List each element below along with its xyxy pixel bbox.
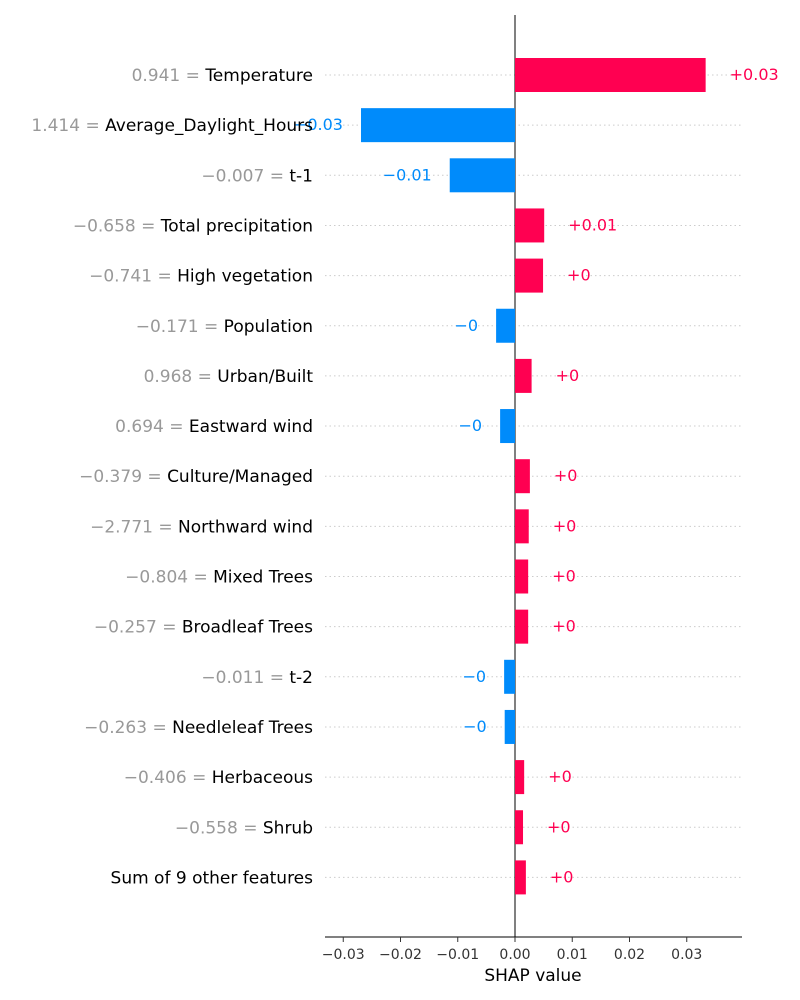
feature-name: Northward wind bbox=[178, 517, 313, 537]
feature-name: t-1 bbox=[289, 166, 313, 186]
bar bbox=[515, 258, 544, 293]
x-tick-label: −0.01 bbox=[436, 947, 479, 963]
bar bbox=[496, 308, 515, 343]
feature-label: −0.263 = Needleleaf Trees bbox=[84, 718, 313, 738]
feature-value: −0.804 = bbox=[125, 568, 213, 588]
bar bbox=[515, 208, 545, 243]
data-label: +0 bbox=[553, 516, 577, 535]
feature-value: −0.406 = bbox=[124, 768, 212, 788]
data-label: +0 bbox=[552, 567, 576, 586]
data-label: −0.01 bbox=[383, 165, 432, 184]
feature-name: Total precipitation bbox=[160, 216, 313, 236]
bar bbox=[500, 409, 515, 444]
bar bbox=[360, 108, 515, 143]
data-label: +0 bbox=[548, 767, 572, 786]
x-axis-title: SHAP value bbox=[484, 966, 581, 986]
bar bbox=[504, 659, 515, 694]
feature-label: −0.804 = Mixed Trees bbox=[125, 568, 313, 588]
feature-name: Herbaceous bbox=[212, 768, 313, 788]
x-tick-label: 0.01 bbox=[557, 947, 588, 963]
feature-name: Eastward wind bbox=[189, 417, 313, 437]
feature-name: t-2 bbox=[289, 668, 313, 688]
bar bbox=[515, 58, 706, 92]
feature-name: Needleleaf Trees bbox=[172, 718, 313, 738]
feature-value: −0.741 = bbox=[89, 267, 177, 287]
feature-label: −0.379 = Culture/Managed bbox=[79, 467, 313, 487]
feature-name: High vegetation bbox=[177, 267, 313, 287]
feature-label: Sum of 9 other features bbox=[111, 868, 314, 888]
data-label: −0 bbox=[463, 717, 487, 736]
feature-name: Broadleaf Trees bbox=[182, 618, 313, 638]
feature-value: −0.171 = bbox=[136, 317, 224, 337]
feature-label: −0.741 = High vegetation bbox=[89, 267, 313, 287]
bar bbox=[515, 358, 532, 393]
feature-value: 0.968 = bbox=[144, 367, 218, 387]
x-tick-label: −0.03 bbox=[322, 947, 365, 963]
feature-label: −0.011 = t-2 bbox=[201, 668, 313, 688]
data-label: +0.01 bbox=[568, 215, 617, 234]
feature-value: −0.658 = bbox=[73, 216, 161, 236]
data-label: −0 bbox=[459, 416, 483, 435]
bar bbox=[515, 760, 525, 795]
data-label: +0 bbox=[567, 266, 591, 285]
data-label: −0 bbox=[455, 316, 479, 335]
bar bbox=[515, 559, 529, 594]
feature-name: Urban/Built bbox=[217, 367, 313, 387]
bar bbox=[515, 509, 529, 544]
feature-value: 0.941 = bbox=[132, 66, 206, 86]
data-label: +0 bbox=[550, 867, 574, 886]
feature-label: −0.658 = Total precipitation bbox=[73, 216, 313, 236]
feature-label: 0.694 = Eastward wind bbox=[115, 417, 313, 437]
feature-label: −0.171 = Population bbox=[136, 317, 313, 337]
row-guides bbox=[325, 74, 742, 878]
data-label: +0 bbox=[556, 366, 580, 385]
feature-value: 0.694 = bbox=[115, 417, 189, 437]
feature-value: −0.263 = bbox=[84, 718, 172, 738]
feature-label: −0.406 = Herbaceous bbox=[124, 768, 313, 788]
x-axis: −0.03 −0.02 −0.01 0.00 0.01 0.02 0.03 bbox=[322, 936, 742, 963]
feature-label: 1.414 = Average_Daylight_Hours bbox=[31, 116, 313, 136]
bars bbox=[360, 58, 706, 895]
data-label: −0.03 bbox=[294, 115, 343, 134]
x-tick-label: −0.02 bbox=[379, 947, 422, 963]
bar bbox=[515, 810, 524, 845]
feature-name: Sum of 9 other features bbox=[111, 868, 314, 888]
bar bbox=[515, 459, 530, 494]
bar bbox=[515, 860, 526, 895]
feature-name: Mixed Trees bbox=[213, 568, 313, 588]
feature-label: 0.968 = Urban/Built bbox=[144, 367, 314, 387]
feature-name: Temperature bbox=[204, 66, 313, 86]
feature-label: −0.558 = Shrub bbox=[175, 818, 313, 838]
x-tick-label: 0.00 bbox=[499, 947, 530, 963]
bar bbox=[504, 709, 515, 744]
data-label: −0 bbox=[463, 667, 487, 686]
feature-label: −0.007 = t-1 bbox=[201, 166, 313, 186]
feature-value: −0.257 = bbox=[94, 618, 182, 638]
bar bbox=[449, 158, 515, 193]
feature-name: Shrub bbox=[263, 818, 313, 838]
feature-name: Average_Daylight_Hours bbox=[105, 116, 313, 136]
feature-value: −0.558 = bbox=[175, 818, 263, 838]
feature-value: −0.007 = bbox=[201, 166, 289, 186]
feature-label: −0.257 = Broadleaf Trees bbox=[94, 618, 313, 638]
row-labels: +0.030.941 = Temperature−0.031.414 = Ave… bbox=[31, 65, 778, 888]
feature-label: 0.941 = Temperature bbox=[132, 66, 313, 86]
feature-label: −2.771 = Northward wind bbox=[90, 517, 313, 537]
x-tick-label: 0.02 bbox=[614, 947, 645, 963]
feature-name: Culture/Managed bbox=[167, 467, 313, 487]
feature-value: −2.771 = bbox=[90, 517, 178, 537]
bar bbox=[515, 609, 529, 644]
feature-value: 1.414 = bbox=[31, 116, 105, 136]
data-label: +0 bbox=[554, 466, 578, 485]
data-label: +0 bbox=[552, 617, 576, 636]
feature-value: −0.011 = bbox=[201, 668, 289, 688]
data-label: +0.03 bbox=[730, 65, 779, 84]
data-label: +0 bbox=[547, 817, 571, 836]
feature-name: Population bbox=[224, 317, 313, 337]
x-tick-label: 0.03 bbox=[671, 947, 702, 963]
feature-value: −0.379 = bbox=[79, 467, 167, 487]
